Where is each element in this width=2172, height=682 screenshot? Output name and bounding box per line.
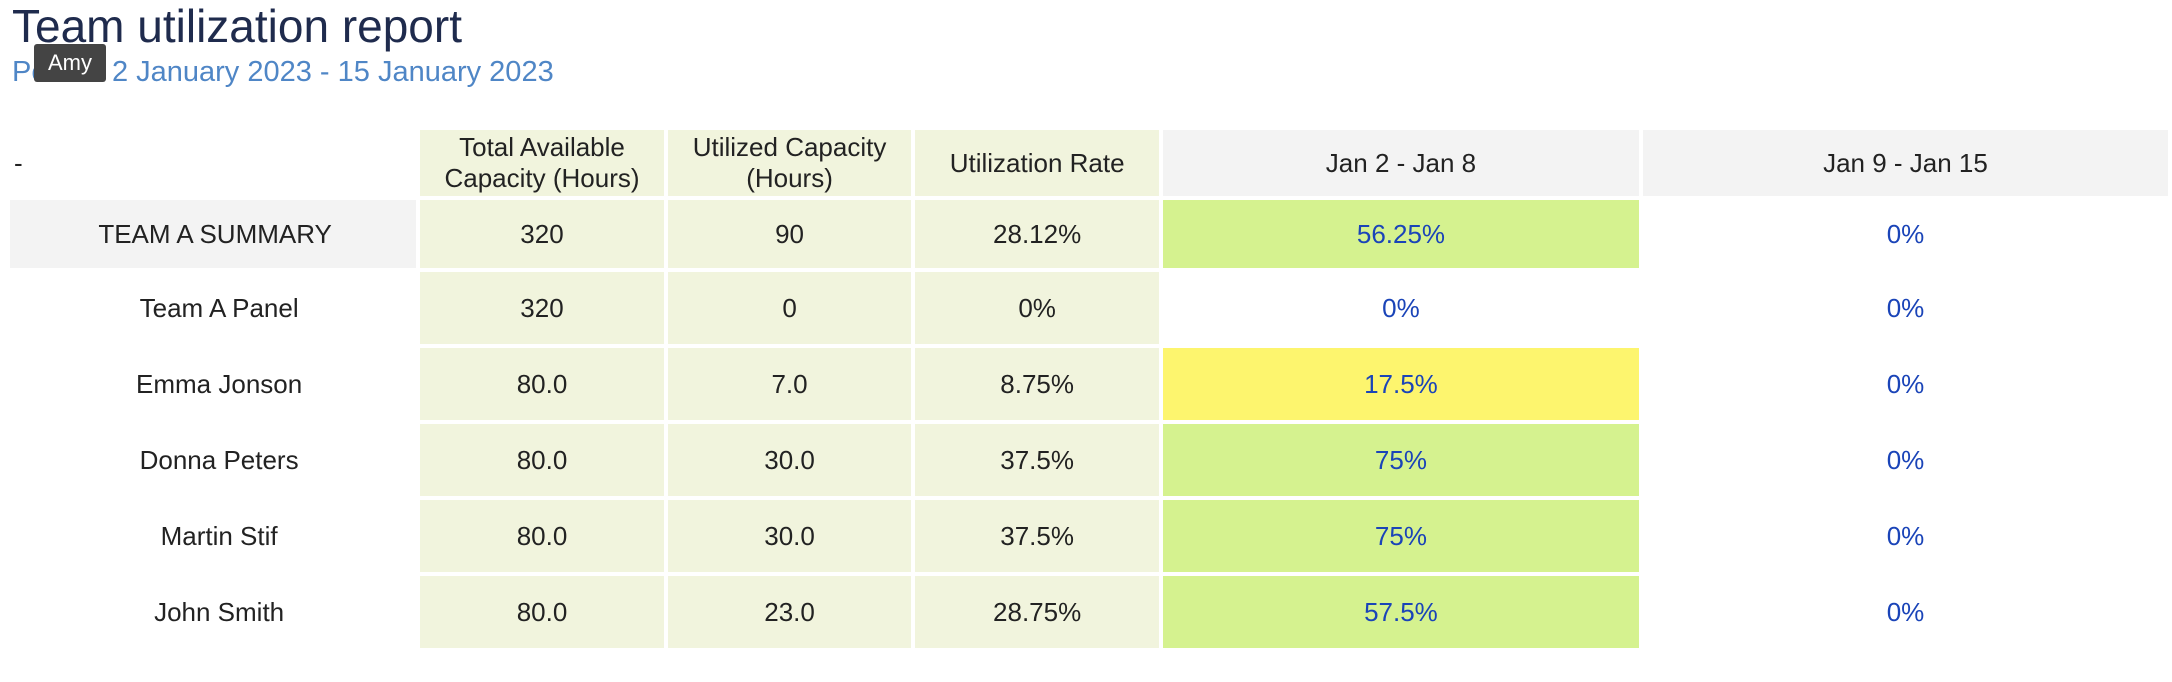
row-utilization-rate: 28.12%: [915, 200, 1159, 268]
row-utilized-capacity: 23.0: [667, 576, 912, 648]
table-row-summary: TEAM A SUMMARY 320 90 28.12% 56.25% 0%: [10, 200, 2168, 268]
row-total-capacity: 320: [420, 272, 664, 344]
row-utilized-capacity: 30.0: [667, 500, 912, 572]
row-week-1-link[interactable]: 0%: [1162, 272, 1639, 344]
row-total-capacity: 80.0: [420, 576, 664, 648]
table-row: Team A Panel 320 0 0% 0% 0%: [10, 272, 2168, 344]
row-week-2-link[interactable]: 0%: [1642, 272, 2168, 344]
row-total-capacity: 80.0: [420, 424, 664, 496]
header-week-2: Jan 9 - Jan 15: [1642, 130, 2168, 196]
row-name: Martin Stif: [10, 500, 417, 572]
table-row: Donna Peters 80.0 30.0 37.5% 75% 0%: [10, 424, 2168, 496]
header-week-1: Jan 2 - Jan 8: [1162, 130, 1639, 196]
header-name: -: [10, 130, 417, 196]
row-week-2-link[interactable]: 0%: [1642, 348, 2168, 420]
row-name: Team A Panel: [10, 272, 417, 344]
row-utilized-capacity: 30.0: [667, 424, 912, 496]
row-utilization-rate: 37.5%: [915, 500, 1159, 572]
header-utilization-rate: Utilization Rate: [915, 130, 1159, 196]
table-row: Martin Stif 80.0 30.0 37.5% 75% 0%: [10, 500, 2168, 572]
row-utilized-capacity: 90: [667, 200, 912, 268]
row-total-capacity: 80.0: [420, 500, 664, 572]
row-total-capacity: 320: [420, 200, 664, 268]
row-week-1-link[interactable]: 57.5%: [1162, 576, 1639, 648]
tooltip: Amy: [34, 44, 106, 82]
table-row: John Smith 80.0 23.0 28.75% 57.5% 0%: [10, 576, 2168, 648]
table-header-row: - Total Available Capacity (Hours) Utili…: [10, 130, 2168, 196]
row-week-1-link[interactable]: 17.5%: [1162, 348, 1639, 420]
table-row: Emma Jonson 80.0 7.0 8.75% 17.5% 0%: [10, 348, 2168, 420]
row-name: Emma Jonson: [10, 348, 417, 420]
row-utilization-rate: 28.75%: [915, 576, 1159, 648]
row-utilization-rate: 8.75%: [915, 348, 1159, 420]
row-utilized-capacity: 0: [667, 272, 912, 344]
page-title: Team utilization report: [12, 0, 462, 52]
row-name: John Smith: [10, 576, 417, 648]
row-week-2-link[interactable]: 0%: [1642, 500, 2168, 572]
header-utilized-capacity: Utilized Capacity (Hours): [667, 130, 912, 196]
row-utilized-capacity: 7.0: [667, 348, 912, 420]
header-total-capacity: Total Available Capacity (Hours): [420, 130, 664, 196]
row-name: Donna Peters: [10, 424, 417, 496]
row-week-2-link[interactable]: 0%: [1642, 576, 2168, 648]
row-week-1-link[interactable]: 75%: [1162, 424, 1639, 496]
row-total-capacity: 80.0: [420, 348, 664, 420]
row-week-2-link[interactable]: 0%: [1642, 200, 2168, 268]
utilization-table: - Total Available Capacity (Hours) Utili…: [6, 126, 2172, 652]
row-utilization-rate: 37.5%: [915, 424, 1159, 496]
row-week-1-link[interactable]: 75%: [1162, 500, 1639, 572]
row-week-1-link[interactable]: 56.25%: [1162, 200, 1639, 268]
row-week-2-link[interactable]: 0%: [1642, 424, 2168, 496]
row-name: TEAM A SUMMARY: [10, 200, 417, 268]
row-utilization-rate: 0%: [915, 272, 1159, 344]
